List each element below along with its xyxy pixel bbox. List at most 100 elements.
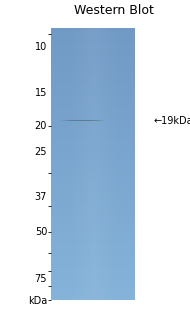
Bar (51, 232, 135, 233)
Bar (51, 129, 135, 130)
Bar (51, 292, 135, 293)
Bar (100, 28, 101, 300)
Bar (52, 28, 53, 300)
Bar (51, 241, 135, 243)
Bar (51, 235, 135, 236)
Bar (51, 71, 135, 73)
Bar (51, 171, 135, 172)
Bar (51, 58, 135, 59)
Bar (51, 85, 135, 86)
Bar (68, 28, 69, 300)
Bar (117, 28, 118, 300)
Bar (51, 183, 135, 184)
Bar (94, 28, 95, 300)
Bar (51, 215, 135, 217)
Bar (74, 28, 75, 300)
Text: 25: 25 (35, 147, 47, 157)
Bar (85, 28, 86, 300)
Bar (105, 28, 106, 300)
Bar (81, 28, 82, 300)
Bar (51, 49, 135, 51)
Text: 20: 20 (35, 121, 47, 131)
Bar (71, 28, 72, 300)
Bar (51, 61, 135, 62)
Bar (51, 205, 135, 206)
Bar (51, 158, 135, 160)
Bar (109, 28, 110, 300)
Bar (51, 211, 135, 213)
Bar (51, 96, 135, 97)
Bar (51, 240, 135, 241)
Bar (51, 79, 135, 81)
Bar (51, 124, 135, 126)
Bar (51, 122, 135, 123)
Bar (91, 28, 92, 300)
Bar (51, 249, 135, 251)
Bar (51, 69, 135, 70)
Bar (111, 28, 112, 300)
Bar (51, 160, 135, 161)
Bar (131, 28, 132, 300)
Bar (51, 81, 135, 82)
Bar (51, 32, 135, 33)
Bar (75, 28, 76, 300)
Bar (51, 169, 135, 171)
Ellipse shape (60, 120, 106, 121)
Bar (51, 150, 135, 151)
Bar (51, 198, 135, 199)
Bar (51, 51, 135, 52)
Bar (51, 78, 135, 79)
Bar (51, 70, 135, 71)
Bar (51, 93, 135, 95)
Bar (51, 195, 135, 197)
Bar (51, 265, 135, 266)
Text: kDa: kDa (28, 296, 47, 306)
Bar (59, 28, 60, 300)
Bar (128, 28, 129, 300)
Bar (51, 226, 135, 228)
Bar (51, 31, 135, 32)
Bar (51, 151, 135, 153)
Bar (51, 28, 52, 300)
Bar (51, 120, 135, 122)
Bar (62, 28, 63, 300)
Bar (51, 165, 135, 167)
Bar (55, 28, 57, 300)
Bar (51, 184, 135, 185)
Bar (51, 104, 135, 105)
Bar (51, 157, 135, 158)
Bar (51, 35, 135, 36)
Bar (51, 173, 135, 175)
Bar (86, 28, 87, 300)
Bar (51, 82, 135, 83)
Bar (51, 266, 135, 267)
Bar (51, 287, 135, 289)
Bar (51, 59, 135, 61)
Bar (98, 28, 99, 300)
Bar (51, 89, 135, 90)
Bar (51, 44, 135, 45)
Bar (51, 139, 135, 141)
Bar (121, 28, 122, 300)
Bar (82, 28, 83, 300)
Bar (107, 28, 108, 300)
Bar (51, 201, 135, 202)
Bar (112, 28, 113, 300)
Bar (51, 63, 135, 65)
Bar (51, 263, 135, 265)
Bar (51, 33, 135, 35)
Bar (51, 163, 135, 164)
Bar (99, 28, 100, 300)
Bar (51, 297, 135, 298)
Bar (51, 281, 135, 282)
Bar (51, 278, 135, 279)
Bar (51, 92, 135, 93)
Bar (51, 218, 135, 219)
Bar (51, 39, 135, 40)
Bar (51, 123, 135, 124)
Bar (51, 103, 135, 104)
Bar (51, 83, 135, 85)
Bar (51, 244, 135, 245)
Bar (51, 143, 135, 145)
Bar (90, 28, 91, 300)
